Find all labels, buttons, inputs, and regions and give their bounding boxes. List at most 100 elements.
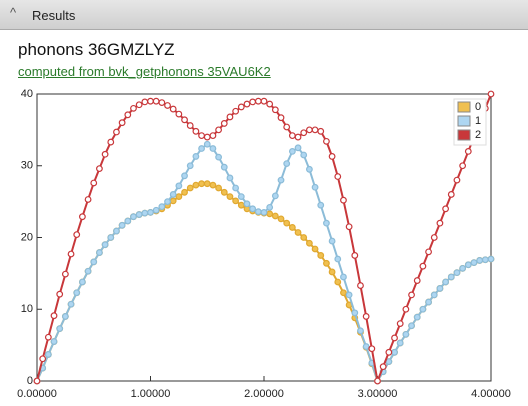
point bbox=[78, 213, 86, 221]
point bbox=[169, 105, 177, 113]
point bbox=[277, 176, 285, 184]
point bbox=[215, 126, 223, 134]
point bbox=[464, 261, 472, 269]
point bbox=[130, 213, 137, 221]
point bbox=[362, 313, 370, 320]
point bbox=[487, 90, 495, 98]
x-tick-label: 4.00000 bbox=[471, 388, 511, 400]
point bbox=[181, 188, 188, 196]
point bbox=[209, 145, 217, 152]
point bbox=[254, 97, 262, 105]
point bbox=[408, 322, 415, 330]
point bbox=[419, 262, 427, 270]
point bbox=[192, 153, 200, 160]
point bbox=[232, 184, 240, 192]
legend-swatch bbox=[457, 129, 471, 141]
point bbox=[135, 211, 143, 218]
point bbox=[84, 267, 92, 275]
point bbox=[294, 144, 302, 152]
series-line bbox=[36, 93, 492, 385]
point bbox=[226, 193, 234, 201]
point bbox=[357, 327, 364, 335]
point bbox=[464, 261, 472, 269]
point bbox=[113, 128, 120, 136]
point bbox=[243, 100, 251, 108]
source-link[interactable]: computed from bvk_getphonons 35VAU6K2 bbox=[18, 64, 271, 79]
point bbox=[334, 255, 342, 263]
x-tick-label: 2.00000 bbox=[244, 388, 284, 400]
panel-title: Results bbox=[32, 8, 76, 23]
point bbox=[476, 257, 484, 264]
point bbox=[351, 252, 359, 259]
series-line bbox=[36, 182, 492, 384]
point bbox=[78, 278, 86, 286]
point bbox=[311, 245, 319, 253]
point bbox=[96, 165, 103, 173]
point bbox=[385, 358, 393, 366]
collapse-caret[interactable]: ^ bbox=[10, 5, 17, 20]
point bbox=[402, 330, 410, 338]
point bbox=[113, 227, 120, 235]
point bbox=[351, 309, 359, 317]
point bbox=[226, 113, 234, 121]
point bbox=[147, 208, 154, 216]
point bbox=[33, 377, 41, 385]
point bbox=[158, 205, 166, 213]
point bbox=[61, 270, 69, 278]
point bbox=[78, 278, 86, 286]
point bbox=[453, 176, 461, 184]
point bbox=[39, 355, 47, 363]
point bbox=[277, 215, 285, 223]
point bbox=[124, 217, 132, 225]
point bbox=[487, 255, 495, 263]
point bbox=[396, 339, 404, 347]
point bbox=[283, 160, 291, 167]
point bbox=[283, 219, 291, 227]
legend-label: 1 bbox=[475, 115, 481, 127]
point bbox=[50, 312, 58, 320]
point bbox=[175, 110, 183, 118]
point bbox=[90, 179, 98, 187]
point bbox=[311, 183, 319, 191]
point bbox=[391, 334, 398, 342]
point bbox=[96, 249, 103, 256]
legend-swatch bbox=[457, 115, 471, 127]
point bbox=[340, 273, 347, 281]
point bbox=[459, 264, 467, 272]
point bbox=[425, 248, 432, 256]
point bbox=[175, 193, 183, 201]
point bbox=[152, 206, 160, 214]
point bbox=[481, 256, 489, 264]
point bbox=[147, 97, 154, 105]
point bbox=[198, 145, 205, 152]
point bbox=[90, 258, 98, 266]
point bbox=[340, 196, 347, 204]
results-bar[interactable]: ^ Results bbox=[0, 0, 528, 30]
point bbox=[340, 289, 347, 297]
point bbox=[130, 104, 137, 112]
point bbox=[192, 181, 200, 189]
point bbox=[118, 221, 126, 229]
point bbox=[453, 269, 461, 277]
point bbox=[385, 358, 393, 366]
point bbox=[203, 133, 211, 141]
point bbox=[130, 213, 137, 221]
point bbox=[90, 258, 98, 266]
point bbox=[464, 147, 472, 155]
point bbox=[209, 181, 217, 189]
point bbox=[306, 126, 313, 134]
legend-label: 2 bbox=[475, 129, 481, 141]
point bbox=[44, 351, 52, 358]
point bbox=[67, 300, 75, 308]
point bbox=[408, 322, 415, 330]
point bbox=[379, 368, 387, 376]
point bbox=[39, 364, 47, 372]
point bbox=[379, 363, 387, 371]
point bbox=[294, 229, 302, 236]
point bbox=[67, 300, 75, 308]
point bbox=[73, 289, 81, 297]
point bbox=[254, 208, 262, 216]
point bbox=[141, 98, 149, 106]
